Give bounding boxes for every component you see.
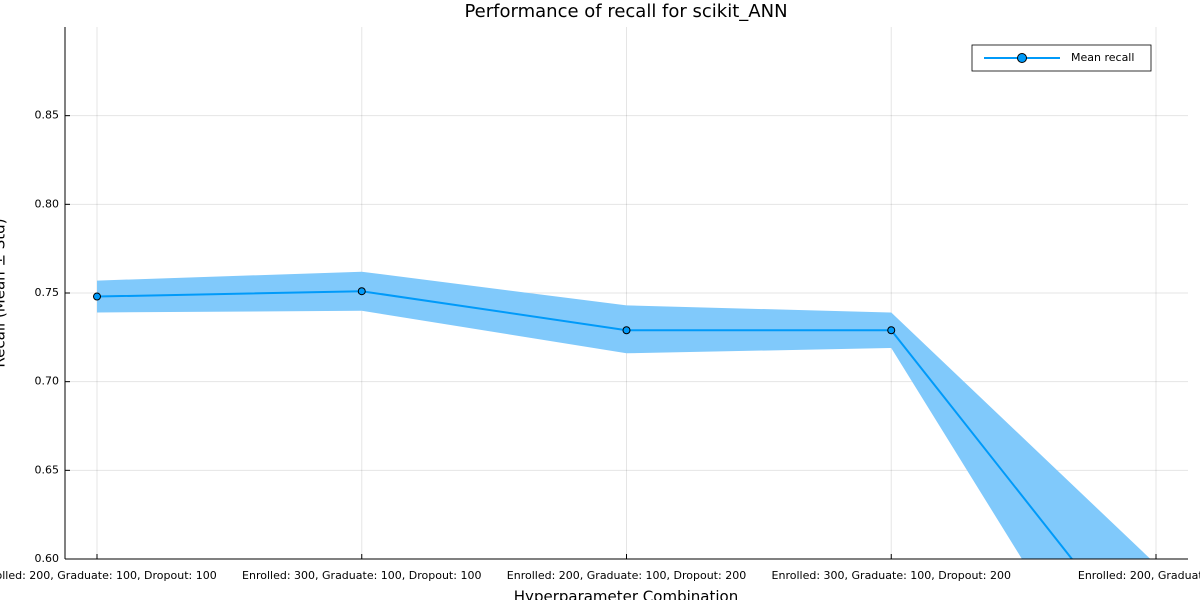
x-tick-label: Enrolled: 300, Graduate: 100, Dropout: 1… xyxy=(242,569,481,582)
chart-title: Performance of recall for scikit_ANN xyxy=(464,1,787,22)
x-tick-label: Enrolled: 200, Graduate: 100, Dropout: 1… xyxy=(0,569,217,582)
x-tick-label: Enrolled: 200, Graduate: 50, xyxy=(1078,569,1200,582)
y-axis-label: Recall (Mean ± Std) xyxy=(0,218,9,367)
x-axis-label: Hyperparameter Combination xyxy=(514,588,738,600)
y-tick-label: 0.70 xyxy=(35,375,60,388)
point xyxy=(887,326,896,335)
point xyxy=(93,292,101,301)
y-tick-label: 0.80 xyxy=(35,197,60,210)
y-tick-label: 0.75 xyxy=(35,286,60,299)
x-tick-label: Enrolled: 300, Graduate: 100, Dropout: 2… xyxy=(772,569,1011,582)
point xyxy=(357,287,366,296)
y-tick-label: 0.85 xyxy=(35,109,60,122)
legend-marker xyxy=(1017,53,1027,63)
std-band xyxy=(97,271,1151,559)
x-tick-label: Enrolled: 200, Graduate: 100, Dropout: 2… xyxy=(507,569,746,582)
legend: Mean recall xyxy=(971,44,1152,72)
point xyxy=(622,326,631,335)
y-tick-label: 0.60 xyxy=(35,552,60,565)
legend-label: Mean recall xyxy=(1071,51,1134,64)
y-tick-label: 0.65 xyxy=(35,463,60,476)
